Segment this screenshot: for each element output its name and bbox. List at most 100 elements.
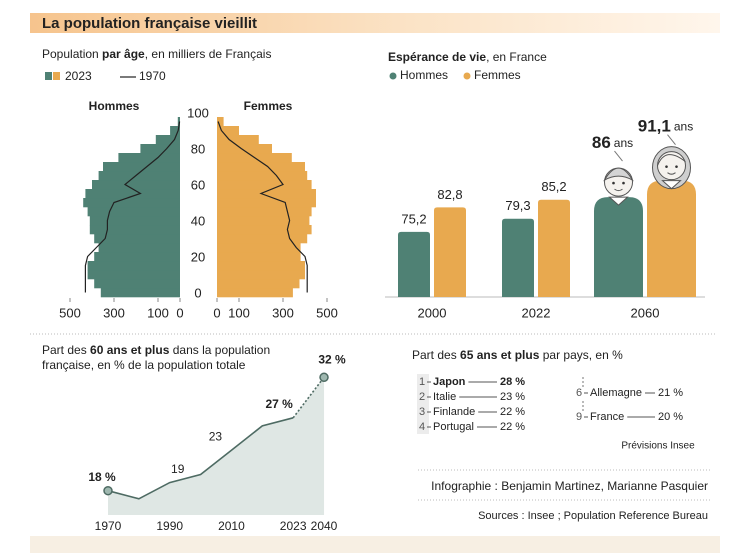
pyramid-bar — [217, 207, 312, 217]
legend-label: 1970 — [139, 69, 166, 83]
title-part: 65 ans et plus — [460, 348, 540, 362]
footer-band — [30, 536, 720, 553]
pyramid-bar — [103, 162, 180, 172]
area — [108, 377, 325, 515]
collar — [661, 180, 682, 190]
legend-swatch — [53, 72, 60, 80]
x-tick-label: 0 — [213, 305, 220, 320]
x-tick-label: 0 — [176, 305, 183, 320]
country: Finlande — [433, 406, 475, 418]
line-1970 — [217, 121, 308, 293]
pyramid-bar — [217, 225, 312, 235]
title-part: Part des — [412, 348, 460, 362]
value-label: 27 % — [265, 397, 293, 411]
rank-column — [417, 374, 429, 434]
country: France — [590, 411, 624, 423]
subtitle-part: par âge — [102, 47, 145, 61]
title-band — [30, 13, 720, 33]
legend-label: 2023 — [65, 69, 92, 83]
note: Prévisions Insee — [621, 441, 695, 452]
pyramid-bar — [92, 180, 180, 190]
share: 22 % — [500, 421, 525, 433]
value-label: 85,2 — [541, 179, 566, 194]
y-tick-label: 100 — [187, 105, 209, 120]
x-tick-label: 2010 — [218, 519, 245, 533]
x-tick-label: 300 — [103, 305, 125, 320]
rank: 9 — [576, 411, 582, 423]
sources: Sources : Insee ; Population Reference B… — [478, 510, 708, 522]
value-label: 75,2 — [401, 211, 426, 226]
bar-title: Espérance de vie, en France — [388, 50, 547, 64]
point — [319, 372, 329, 383]
pyramid-bar — [83, 198, 180, 208]
pyramid-bar — [217, 198, 316, 208]
side-label: Hommes — [89, 99, 140, 113]
legend-swatch — [45, 72, 52, 80]
value-label: 18 % — [88, 470, 116, 484]
ellipsis-dot — [582, 381, 584, 383]
pyramid-bar — [87, 270, 180, 280]
country: Japon — [433, 376, 466, 388]
pyramid-subtitle: Population par âge, en milliers de Franç… — [42, 47, 271, 61]
pyramid-bar — [217, 243, 301, 253]
pyramid-bar — [217, 135, 259, 145]
pyramid-bar — [217, 171, 308, 181]
y-tick-label: 20 — [191, 249, 205, 264]
pyramid-bar — [98, 171, 180, 181]
bar — [538, 199, 570, 297]
x-tick-label: 2023 — [280, 519, 307, 533]
eye — [622, 181, 625, 185]
value-label: 82,8 — [437, 187, 462, 202]
value-label: 23 — [209, 429, 223, 443]
pyramid-bar — [217, 117, 224, 127]
pyramid-bar — [217, 126, 239, 136]
collar — [608, 196, 629, 206]
bar — [647, 180, 696, 297]
pyramid-bar — [87, 207, 180, 217]
value-label: 91,1 ans — [638, 117, 693, 136]
pyramid-bar — [98, 243, 180, 253]
pyramid-bar — [118, 153, 180, 163]
pyramid-bar — [155, 135, 180, 145]
x-tick-label: 100 — [147, 305, 169, 320]
country: Italie — [433, 391, 456, 403]
rank: 1 — [419, 376, 425, 388]
pyramid-bar — [170, 126, 180, 136]
y-tick-label: 0 — [194, 285, 201, 300]
country: Portugal — [433, 421, 474, 433]
x-tick-label: 2060 — [631, 305, 660, 320]
y-tick-label: 80 — [191, 141, 205, 156]
x-tick-label: 2040 — [311, 519, 338, 533]
x-tick-label: 100 — [228, 305, 250, 320]
rank: 4 — [419, 421, 425, 433]
bar — [502, 218, 534, 297]
title-part: par pays, en % — [539, 348, 623, 362]
value-label: 32 % — [318, 352, 346, 366]
pyramid-bar — [140, 144, 180, 154]
rank: 3 — [419, 406, 425, 418]
title-part: Part des — [42, 343, 91, 357]
projection-line — [292, 376, 325, 419]
point — [103, 485, 113, 496]
ranking-title: Part des 65 ans et plus par pays, en % — [412, 348, 623, 362]
unit: ans — [674, 120, 693, 134]
pyramid-bar — [177, 117, 180, 127]
eye — [665, 165, 668, 168]
rank: 2 — [419, 391, 425, 403]
value-number: 86 — [592, 134, 611, 153]
area-title: Part des 60 ans et plus dans la populati… — [42, 343, 302, 373]
pyramid-bar — [217, 279, 300, 289]
share: 20 % — [658, 411, 683, 423]
bar — [434, 207, 466, 297]
legend-label: Femmes — [474, 68, 521, 82]
y-tick-label: 40 — [191, 213, 205, 228]
x-tick-label: 2000 — [418, 305, 447, 320]
legend-dot — [463, 72, 471, 80]
y-tick-label: 60 — [191, 177, 205, 192]
hair — [657, 154, 686, 166]
share: 21 % — [658, 387, 683, 399]
pyramid-bar — [217, 189, 316, 199]
mouth — [667, 172, 676, 175]
